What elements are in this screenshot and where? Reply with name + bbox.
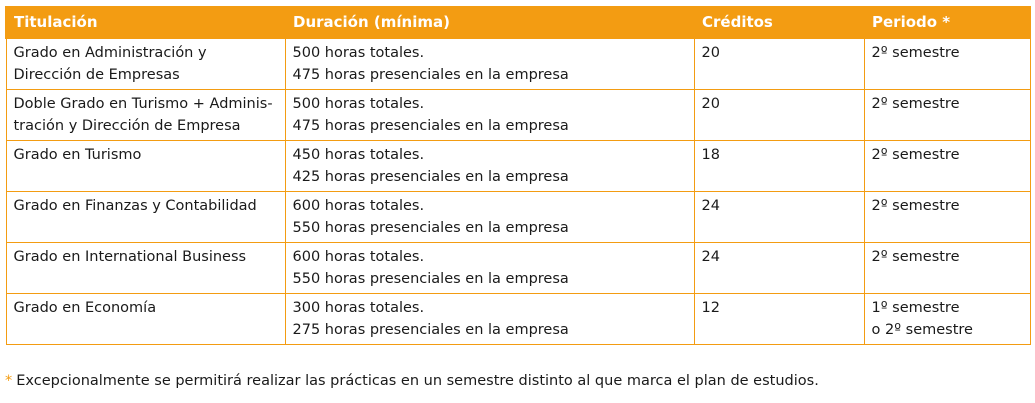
cell-periodo: 1º semestre o 2º semestre <box>863 293 1031 345</box>
cell-creditos-value: 18 <box>701 147 720 163</box>
table-row: Grado en Turismo 450 horas totales. 425 ho… <box>5 140 1031 192</box>
cell-duracion-line: 450 horas totales. <box>292 147 425 163</box>
cell-titulacion: Grado en Economía <box>5 293 286 345</box>
cell-titulacion: Grado en Turismo <box>5 140 286 192</box>
cell-periodo-line: 1º semestre <box>871 300 960 316</box>
table-row: Grado en Finanzas y Contabilidad 600 hora… <box>5 191 1031 243</box>
cell-duracion-line: 300 horas totales. <box>292 300 425 316</box>
cell-duracion: 500 horas totales. 475 horas presenciales… <box>284 89 695 141</box>
cell-duracion: 500 horas totales. 475 horas presenciales… <box>284 38 695 90</box>
table-row: Doble Grado en Turismo + Adminis-tración… <box>5 89 1031 141</box>
practicas-table-container: Titulación Duración (mínima) Créditos Pe… <box>5 6 1031 345</box>
cell-duracion-line: 425 horas presenciales en la empresa <box>292 168 569 185</box>
cell-periodo-line: 2º semestre <box>871 96 960 112</box>
footnote-marker: * <box>5 373 13 389</box>
cell-creditos-value: 12 <box>701 300 720 316</box>
header-row: Titulación Duración (mínima) Créditos Pe… <box>5 6 1031 39</box>
cell-duracion-line: 550 horas presenciales en la empresa <box>292 270 569 287</box>
cell-creditos-value: 24 <box>701 249 720 265</box>
cell-creditos: 24 <box>693 242 865 294</box>
cell-titulacion: Grado en Administración y Dirección de Em… <box>5 38 286 90</box>
cell-duracion-line: 500 horas totales. <box>292 45 425 61</box>
table-row: Grado en Administración y Dirección de Em… <box>5 38 1031 90</box>
cell-duracion-line: 600 horas totales. <box>292 249 425 265</box>
footnote-text: Excepcionalmente se permitirá realizar l… <box>16 373 819 389</box>
cell-duracion: 450 horas totales. 425 horas presenciales… <box>284 140 695 192</box>
practicas-table: Titulación Duración (mínima) Créditos Pe… <box>5 6 1031 345</box>
cell-titulacion-line: Doble Grado en Turismo + Adminis- <box>13 96 273 112</box>
cell-periodo-line: 2º semestre <box>871 45 960 61</box>
cell-creditos: 24 <box>693 191 865 243</box>
cell-creditos-value: 24 <box>701 198 720 214</box>
cell-duracion-line: 275 horas presenciales en la empresa <box>292 321 569 338</box>
header-titulacion: Titulación <box>5 6 286 39</box>
cell-titulacion: Grado en International Business <box>5 242 286 294</box>
cell-creditos: 20 <box>693 89 865 141</box>
cell-periodo: 2º semestre <box>863 191 1031 243</box>
cell-titulacion-line: Grado en Economía <box>13 300 157 316</box>
table-row: Grado en International Business 600 horas… <box>5 242 1031 294</box>
cell-periodo-line: 2º semestre <box>871 198 960 214</box>
cell-duracion-line: 550 horas presenciales en la empresa <box>292 219 569 236</box>
cell-duracion-line: 475 horas presenciales en la empresa <box>292 117 569 134</box>
cell-duracion-line: 475 horas presenciales en la empresa <box>292 66 569 83</box>
cell-titulacion-line: tración y Dirección de Empresa <box>13 117 241 134</box>
table-row: Grado en Economía 300 horas totales. 275 h… <box>5 293 1031 345</box>
cell-titulacion-line: Dirección de Empresas <box>13 66 180 83</box>
cell-titulacion: Doble Grado en Turismo + Adminis-tración… <box>5 89 286 141</box>
header-periodo: Periodo * <box>863 6 1031 39</box>
cell-periodo: 2º semestre <box>863 38 1031 90</box>
cell-titulacion-line: Grado en Finanzas y Contabilidad <box>13 198 257 214</box>
cell-duracion-line: 600 horas totales. <box>292 198 425 214</box>
table-header: Titulación Duración (mínima) Créditos Pe… <box>5 6 1031 39</box>
cell-titulacion-line: Grado en Administración y <box>13 45 207 61</box>
cell-periodo: 2º semestre <box>863 140 1031 192</box>
footnote: * Excepcionalmente se permitirá realizar … <box>5 373 819 389</box>
cell-periodo-line: 2º semestre <box>871 249 960 265</box>
header-creditos: Créditos <box>693 6 865 39</box>
cell-periodo: 2º semestre <box>863 242 1031 294</box>
cell-duracion: 600 horas totales. 550 horas presenciales… <box>284 242 695 294</box>
cell-duracion: 600 horas totales. 550 horas presenciales… <box>284 191 695 243</box>
table-body: Grado en Administración y Dirección de Em… <box>5 38 1031 345</box>
header-duracion: Duración (mínima) <box>284 6 695 39</box>
cell-titulacion: Grado en Finanzas y Contabilidad <box>5 191 286 243</box>
cell-creditos: 20 <box>693 38 865 90</box>
cell-periodo: 2º semestre <box>863 89 1031 141</box>
cell-periodo-line: o 2º semestre <box>871 321 973 338</box>
cell-creditos: 18 <box>693 140 865 192</box>
cell-creditos-value: 20 <box>701 96 720 112</box>
cell-titulacion-line: Grado en International Business <box>13 249 247 265</box>
cell-periodo-line: 2º semestre <box>871 147 960 163</box>
cell-creditos-value: 20 <box>701 45 720 61</box>
cell-duracion: 300 horas totales. 275 horas presenciales… <box>284 293 695 345</box>
cell-creditos: 12 <box>693 293 865 345</box>
cell-titulacion-line: Grado en Turismo <box>13 147 142 163</box>
cell-duracion-line: 500 horas totales. <box>292 96 425 112</box>
